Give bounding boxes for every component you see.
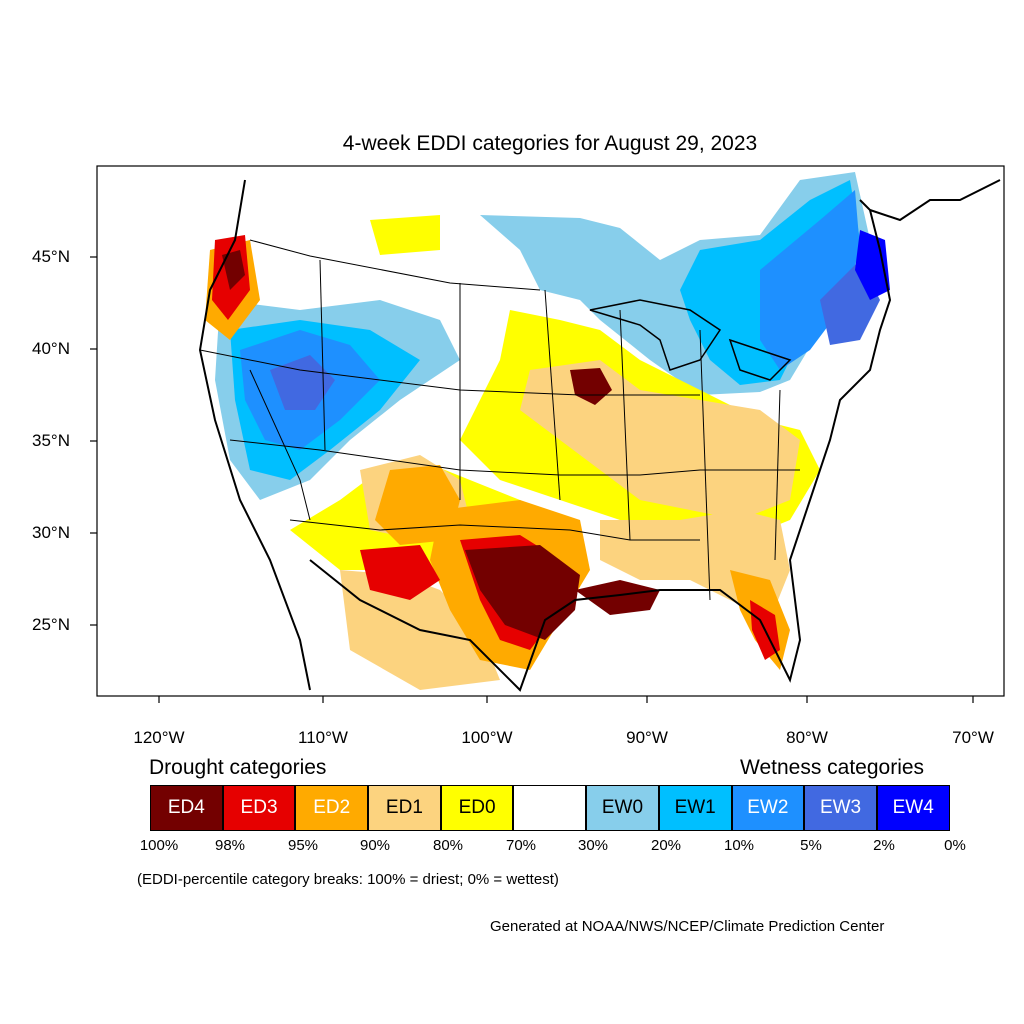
legend-label: EW4 bbox=[892, 797, 934, 818]
legend-label: ED2 bbox=[313, 797, 351, 818]
legend-label: EW0 bbox=[601, 797, 644, 818]
legend-box-ed1: ED1 bbox=[368, 785, 441, 831]
lon-label-80w: 80°W bbox=[786, 728, 828, 747]
legend-label: EW2 bbox=[747, 797, 789, 818]
pct-label: 0% bbox=[944, 837, 966, 854]
legend-label: ED3 bbox=[240, 797, 278, 818]
legend-box-ed3: ED3 bbox=[222, 785, 296, 831]
pct-label: 90% bbox=[359, 837, 391, 854]
legend-box-ed2: ED2 bbox=[295, 785, 369, 831]
lat-label-35: 35°N bbox=[32, 431, 70, 450]
pct-label: 20% bbox=[650, 837, 682, 854]
lon-label-120w: 120°W bbox=[133, 728, 185, 747]
legend-box-ew0: EW0 bbox=[586, 785, 659, 831]
category-breaks-note: (EDDI-percentile category breaks: 100% =… bbox=[137, 871, 559, 888]
lat-label-40: 40°N bbox=[32, 339, 70, 358]
lon-label-90w: 90°W bbox=[626, 728, 668, 747]
legend-label: ED0 bbox=[458, 797, 496, 818]
pct-label: 10% bbox=[723, 837, 755, 854]
legend-label: EW3 bbox=[819, 797, 862, 818]
coastline bbox=[198, 179, 1001, 692]
lon-label-100w: 100°W bbox=[461, 728, 513, 747]
legend-box-ew3: EW3 bbox=[804, 785, 877, 831]
pct-label: 98% bbox=[214, 837, 246, 854]
pct-label: 5% bbox=[800, 837, 822, 854]
lat-label-30: 30°N bbox=[32, 523, 70, 542]
map-title: 4-week EDDI categories for August 29, 20… bbox=[342, 132, 758, 155]
legend-box-ew4: EW4 bbox=[876, 785, 950, 831]
lon-label-70w: 70°W bbox=[952, 728, 994, 747]
legend-box-ed0: ED0 bbox=[440, 785, 514, 831]
pct-label: 2% bbox=[873, 837, 895, 854]
drought-categories-heading: Drought categories bbox=[149, 756, 327, 779]
legend-box-normal bbox=[513, 785, 587, 831]
wetness-categories-heading: Wetness categories bbox=[740, 756, 925, 779]
legend-box-ew2: EW2 bbox=[731, 785, 805, 831]
great-lakes bbox=[589, 299, 792, 381]
legend-box-ew1: EW1 bbox=[658, 785, 732, 831]
map-frame bbox=[96, 165, 1005, 697]
wetness-regions bbox=[215, 172, 890, 500]
legend-label: EW1 bbox=[674, 797, 716, 818]
pct-label: 95% bbox=[287, 837, 319, 854]
axis-ticks bbox=[90, 256, 974, 703]
lat-label-25: 25°N bbox=[32, 615, 70, 634]
pct-label: 70% bbox=[505, 837, 537, 854]
legend-box-ed4: ED4 bbox=[150, 785, 223, 831]
lat-label-45: 45°N bbox=[32, 247, 70, 266]
legend-label: ED4 bbox=[167, 797, 205, 818]
legend-label: ED1 bbox=[385, 797, 423, 818]
pct-label: 30% bbox=[577, 837, 609, 854]
generated-credit: Generated at NOAA/NWS/NCEP/Climate Predi… bbox=[490, 918, 885, 935]
lon-label-110w: 110°W bbox=[298, 728, 348, 747]
legend-color-bar: ED4 ED3 ED2 ED1 ED0 EW0 EW1 EW2 EW3 EW4 bbox=[150, 785, 950, 831]
pct-label: 80% bbox=[432, 837, 464, 854]
pct-label: 100% bbox=[139, 837, 179, 854]
state-boundaries bbox=[199, 239, 800, 601]
